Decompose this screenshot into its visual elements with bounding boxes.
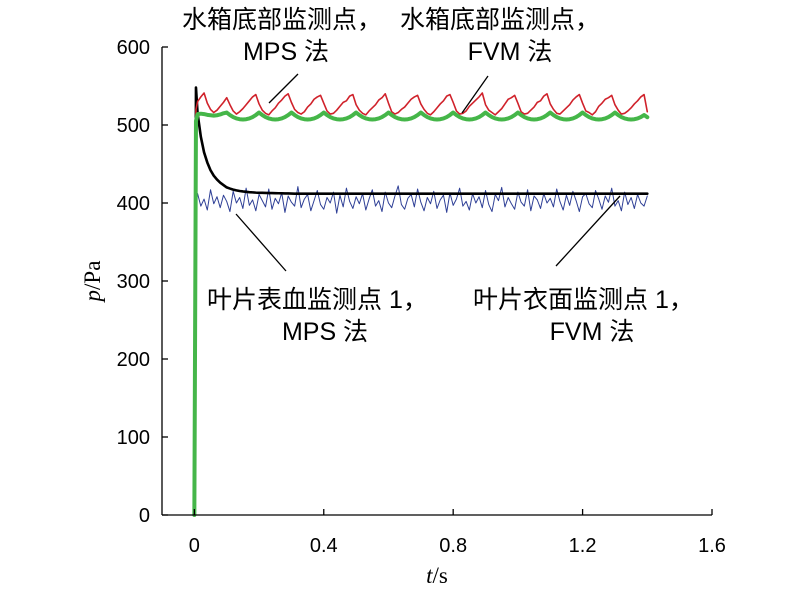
annotation-leader-line (555, 195, 621, 267)
annotation-leader-line (268, 73, 299, 104)
y-tick-label: 500 (117, 115, 150, 137)
annotation-line-1: 水箱底部监测点， (182, 6, 382, 34)
y-tick-label: 100 (117, 427, 150, 449)
series-layer (192, 86, 650, 517)
y-axis-variable: p (80, 290, 105, 304)
annotation-line-1: 水箱底部监测点， (400, 6, 600, 34)
annotation-line-2: MPS 法 (282, 318, 368, 346)
y-tick-label: 400 (117, 193, 150, 215)
y-axis-unit: /Pa (80, 261, 105, 290)
y-tick-label: 200 (117, 349, 150, 371)
annotation-blade-surface-mps: 叶片表血监测点 1， MPS 法 (207, 213, 428, 346)
tank-bottom-fvm-line (192, 110, 650, 517)
annotation-tank-bottom-mps: 水箱底部监测点， MPS 法 (182, 6, 382, 104)
annotation-line-2: FVM 法 (468, 38, 553, 66)
x-tick-label: 0 (189, 535, 200, 557)
annotation-line-1: 叶片表血监测点 1， (207, 286, 428, 314)
x-tick-label: 0.8 (439, 535, 467, 557)
x-axis-title: t/s (426, 563, 448, 588)
y-axis-title: p/Pa (80, 261, 105, 304)
annotation-leader-line (235, 213, 287, 272)
x-tick-label: 1.6 (698, 535, 726, 557)
annotation-blade-surface-fvm: 叶片衣面监测点 1， FVM 法 (473, 195, 694, 346)
x-tick-label: 1.2 (569, 535, 597, 557)
x-tick-label: 0.4 (310, 535, 338, 557)
annotation-leader-line (461, 75, 489, 114)
annotation-tank-bottom-fvm: 水箱底部监测点， FVM 法 (400, 6, 600, 114)
blade-surface-fvm-line (193, 86, 649, 517)
y-tick-label: 300 (117, 271, 150, 293)
x-axis-unit: /s (433, 563, 448, 588)
y-tick-label: 600 (117, 37, 150, 59)
x-axis-variable: t (426, 563, 433, 588)
y-tick-label: 0 (139, 505, 150, 527)
tank-bottom-mps-line (193, 92, 649, 516)
annotation-line-1: 叶片衣面监测点 1， (473, 286, 694, 314)
ticks-layer: 0 0.4 0.8 1.2 1.6 0 100 200 300 400 500 600 (117, 37, 726, 557)
blade-surface-mps-line (195, 185, 648, 214)
annotation-line-2: MPS 法 (243, 38, 329, 66)
annotation-line-2: FVM 法 (550, 318, 635, 346)
